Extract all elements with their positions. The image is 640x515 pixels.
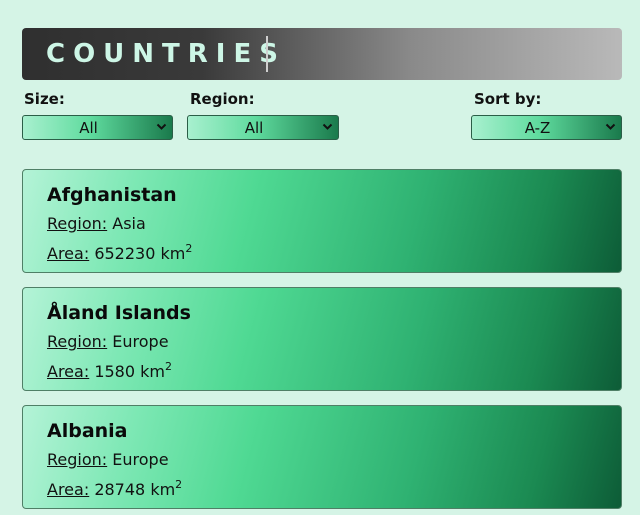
- region-select-value: All: [244, 119, 264, 137]
- area-label: Area:: [47, 480, 90, 499]
- country-name: Åland Islands: [47, 302, 191, 324]
- page-header: COUNTRIES: [22, 28, 622, 80]
- size-select-value: All: [79, 119, 98, 137]
- region-label: Region:: [47, 214, 108, 233]
- country-area-row: Area: 1580 km2: [47, 360, 172, 381]
- country-area: 1580: [94, 362, 136, 381]
- country-name: Albania: [47, 420, 128, 442]
- area-unit-exponent: 2: [175, 478, 183, 491]
- country-region: Europe: [112, 332, 169, 351]
- country-card[interactable]: Åland Islands Region: Europe Area: 1580 …: [22, 287, 622, 391]
- country-region-row: Region: Europe: [47, 332, 169, 351]
- country-name: Afghanistan: [47, 184, 177, 206]
- area-label: Area:: [47, 362, 90, 381]
- country-area: 652230: [94, 244, 156, 263]
- area-unit-exponent: 2: [185, 242, 193, 255]
- country-region: Europe: [112, 450, 169, 469]
- country-area-row: Area: 652230 km2: [47, 242, 192, 263]
- area-label: Area:: [47, 244, 90, 263]
- country-card[interactable]: Afghanistan Region: Asia Area: 652230 km…: [22, 169, 622, 273]
- country-region-row: Region: Asia: [47, 214, 146, 233]
- area-unit: km: [160, 244, 186, 263]
- sort-select-value: A-Z: [524, 119, 551, 137]
- country-area: 28748: [94, 480, 146, 499]
- page-title: COUNTRIES: [46, 39, 286, 69]
- country-area-row: Area: 28748 km2: [47, 478, 182, 499]
- region-label: Region:: [47, 450, 108, 469]
- area-unit-exponent: 2: [164, 360, 172, 373]
- chevron-down-icon: [605, 123, 616, 130]
- region-label: Region:: [47, 332, 108, 351]
- region-filter-label: Region:: [190, 90, 255, 108]
- sort-select[interactable]: A-Z: [471, 115, 622, 140]
- area-unit: km: [140, 362, 165, 381]
- chevron-down-icon: [322, 123, 333, 130]
- country-region: Asia: [112, 214, 146, 233]
- size-filter-label: Size:: [24, 90, 65, 108]
- text-cursor: [266, 36, 268, 72]
- country-card[interactable]: Albania Region: Europe Area: 28748 km2: [22, 405, 622, 509]
- chevron-down-icon: [156, 123, 167, 130]
- area-unit: km: [150, 480, 176, 499]
- size-select[interactable]: All: [22, 115, 173, 140]
- sort-filter-label: Sort by:: [474, 90, 542, 108]
- country-region-row: Region: Europe: [47, 450, 169, 469]
- region-select[interactable]: All: [187, 115, 339, 140]
